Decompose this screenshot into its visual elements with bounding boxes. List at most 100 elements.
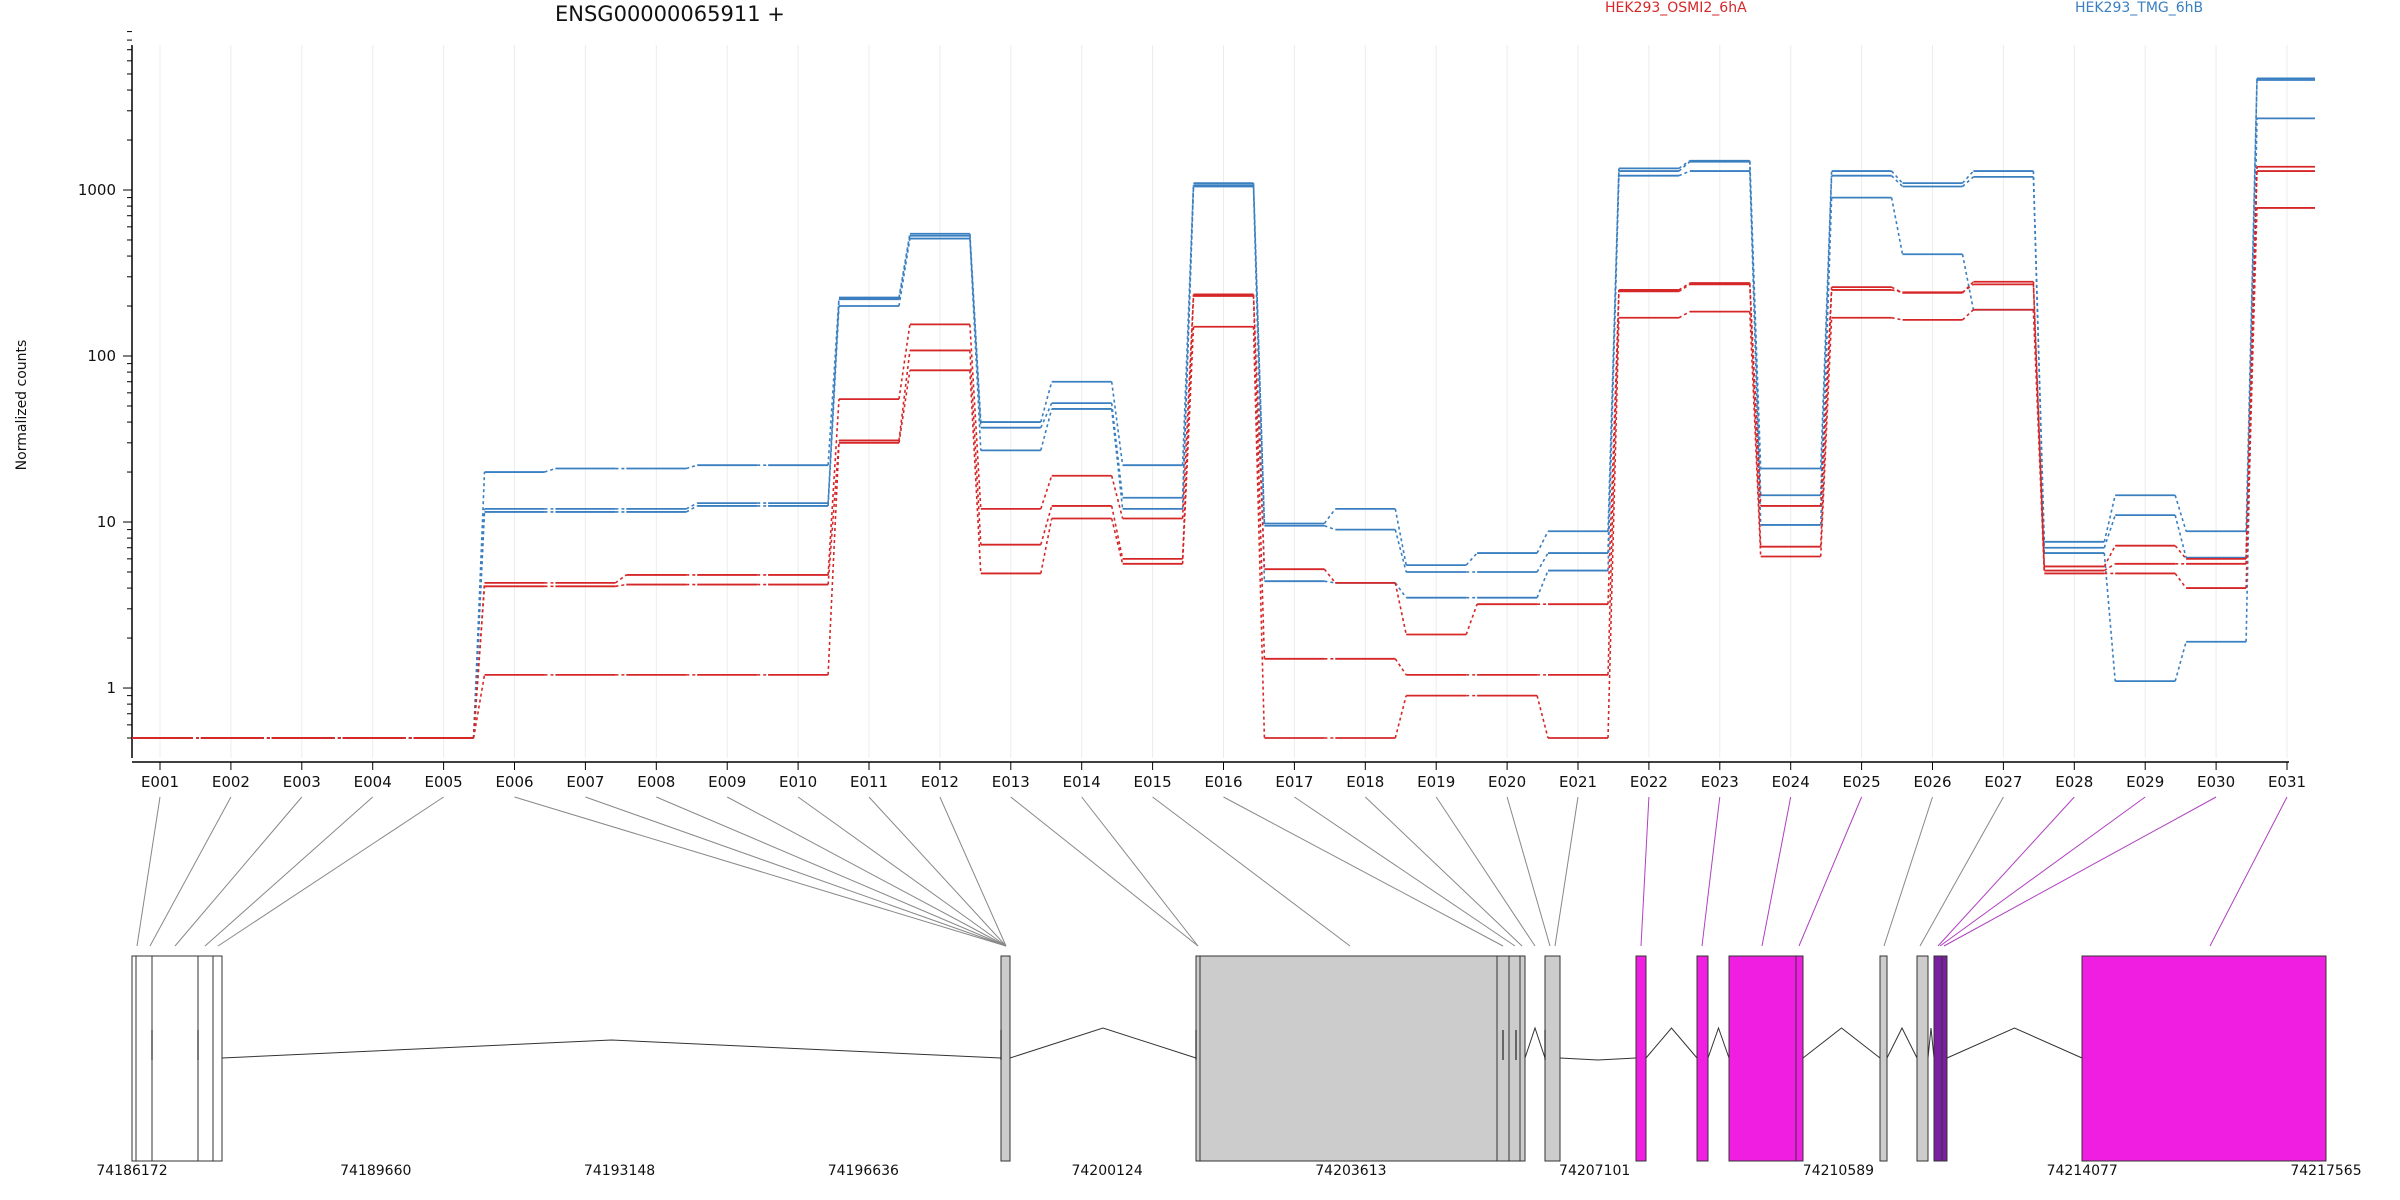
- intron: [1946, 1027, 2083, 1059]
- exon-box-E021: [1544, 955, 1561, 1162]
- series-5-connector: [898, 370, 911, 443]
- x-tick-label-E005: E005: [425, 773, 463, 791]
- x-tick-label-E001: E001: [141, 773, 179, 791]
- series-2-connector: [2103, 553, 2116, 682]
- series-0-connector: [544, 467, 556, 473]
- series-4-connector: [615, 583, 627, 588]
- series-3-connector: [2103, 545, 2116, 567]
- x-tick-label-E007: E007: [566, 773, 604, 791]
- series-3-connector: [969, 324, 982, 509]
- series-4-connector: [1891, 289, 1903, 294]
- series-4-connector: [2245, 171, 2258, 564]
- connector-layer: [136, 796, 2288, 947]
- series-5-connector: [1961, 309, 1974, 321]
- x-tick-label-E026: E026: [1913, 773, 1951, 791]
- series-3-connector: [1181, 294, 1195, 519]
- exon-connector-E023: [1701, 796, 1721, 947]
- series-4-connector: [1819, 289, 1833, 547]
- x-tick-label-E018: E018: [1346, 773, 1384, 791]
- series-5-connector: [827, 442, 840, 675]
- series-1-connector: [1394, 529, 1407, 573]
- intron: [1645, 1027, 1698, 1059]
- exon-connector-E024: [1761, 796, 1792, 947]
- series-3-connector: [1040, 475, 1053, 510]
- series-2-connector: [472, 511, 486, 739]
- exon-connector-E013: [1010, 796, 1199, 947]
- series-1-connector: [1110, 403, 1124, 498]
- exon-connector-E018: [1364, 796, 1523, 947]
- exon-connector-E027: [1919, 796, 2004, 947]
- series-0-connector: [1961, 170, 1974, 184]
- series-5-connector: [2032, 309, 2046, 574]
- x-tick-label-E024: E024: [1772, 773, 1810, 791]
- exon-connector-E010: [797, 796, 1007, 947]
- exon-connector-E025: [1798, 796, 1863, 947]
- series-2-connector: [1536, 570, 1549, 599]
- series-1-connector: [2032, 176, 2046, 548]
- series-3-connector: [1465, 603, 1478, 635]
- exon-connector-E001: [136, 796, 161, 947]
- series-0-connector: [1110, 381, 1124, 466]
- series-3-connector: [1323, 568, 1336, 584]
- x-tick-label-E021: E021: [1559, 773, 1597, 791]
- exon-connector-E022: [1640, 796, 1650, 947]
- exon-connector-E021: [1554, 796, 1579, 947]
- intron: [1802, 1027, 1881, 1059]
- series-4-connector: [1678, 283, 1691, 293]
- series-3-connector: [1749, 283, 1762, 506]
- series-0-connector: [2103, 495, 2116, 542]
- x-tick-label-E023: E023: [1701, 773, 1739, 791]
- series-1-connector: [2174, 514, 2187, 558]
- series-5-connector: [2174, 572, 2187, 589]
- exon-box-E026: [1879, 955, 1888, 1162]
- series-1-connector: [1324, 524, 1336, 531]
- genomic-coordinate-label: 74186172: [96, 1163, 167, 1179]
- series-3-connector: [1607, 289, 1620, 605]
- genomic-coordinate-label: 74217565: [2290, 1163, 2361, 1179]
- x-tick-label-E002: E002: [212, 773, 250, 791]
- series-3-connector: [1252, 294, 1266, 570]
- series-0-connector: [686, 464, 698, 470]
- series-0-connector: [1323, 508, 1336, 524]
- gene-title: ENSG00000065911 +: [555, 2, 785, 26]
- series-0-connector: [2174, 494, 2187, 532]
- series-2-connector: [898, 238, 911, 307]
- series-4-connector: [969, 350, 982, 545]
- legend-entry-osmi2: HEK293_OSMI2_6hA: [1605, 0, 1747, 16]
- series-5-connector: [1252, 326, 1266, 739]
- x-tick-label-E027: E027: [1984, 773, 2022, 791]
- exon-box-E031: [2081, 955, 2327, 1162]
- x-tick-label-E031: E031: [2268, 773, 2306, 791]
- series-5-connector: [1749, 311, 1762, 557]
- series-5-connector: [1607, 317, 1620, 739]
- exon-box-E025: [1795, 955, 1804, 1162]
- x-tick-label-E022: E022: [1630, 773, 1668, 791]
- series-3-connector: [1394, 582, 1407, 635]
- genomic-coordinate-label: 74189660: [340, 1163, 411, 1179]
- x-tick-label-E030: E030: [2197, 773, 2235, 791]
- genomic-coordinate-label: 74200124: [1071, 1163, 1142, 1179]
- exon-box-E023: [1696, 955, 1709, 1162]
- series-1-connector: [969, 235, 982, 428]
- exon-box-E004: [197, 955, 214, 1162]
- series-0-connector: [1819, 171, 1833, 469]
- exon-box-E003: [151, 955, 199, 1162]
- exon-connector-E019: [1435, 796, 1536, 947]
- exon-connector-E017: [1294, 796, 1516, 947]
- exon-connector-E005: [217, 796, 444, 947]
- exon-connector-E012: [939, 796, 1007, 947]
- x-tick-label-E012: E012: [921, 773, 959, 791]
- series-3-connector: [898, 324, 911, 400]
- exon-box-E015: [1199, 955, 1498, 1162]
- exon-connector-E007: [585, 796, 1007, 947]
- x-tick-label-E004: E004: [354, 773, 392, 791]
- intron: [1009, 1027, 1197, 1059]
- series-4-connector: [472, 586, 486, 739]
- exon-box-E024: [1728, 955, 1797, 1162]
- series-1-connector: [1536, 552, 1549, 573]
- series-5-connector: [1110, 518, 1124, 565]
- series-2-connector: [2174, 641, 2187, 682]
- exon-connector-E031: [2209, 796, 2288, 947]
- series-3-connector: [2174, 545, 2187, 560]
